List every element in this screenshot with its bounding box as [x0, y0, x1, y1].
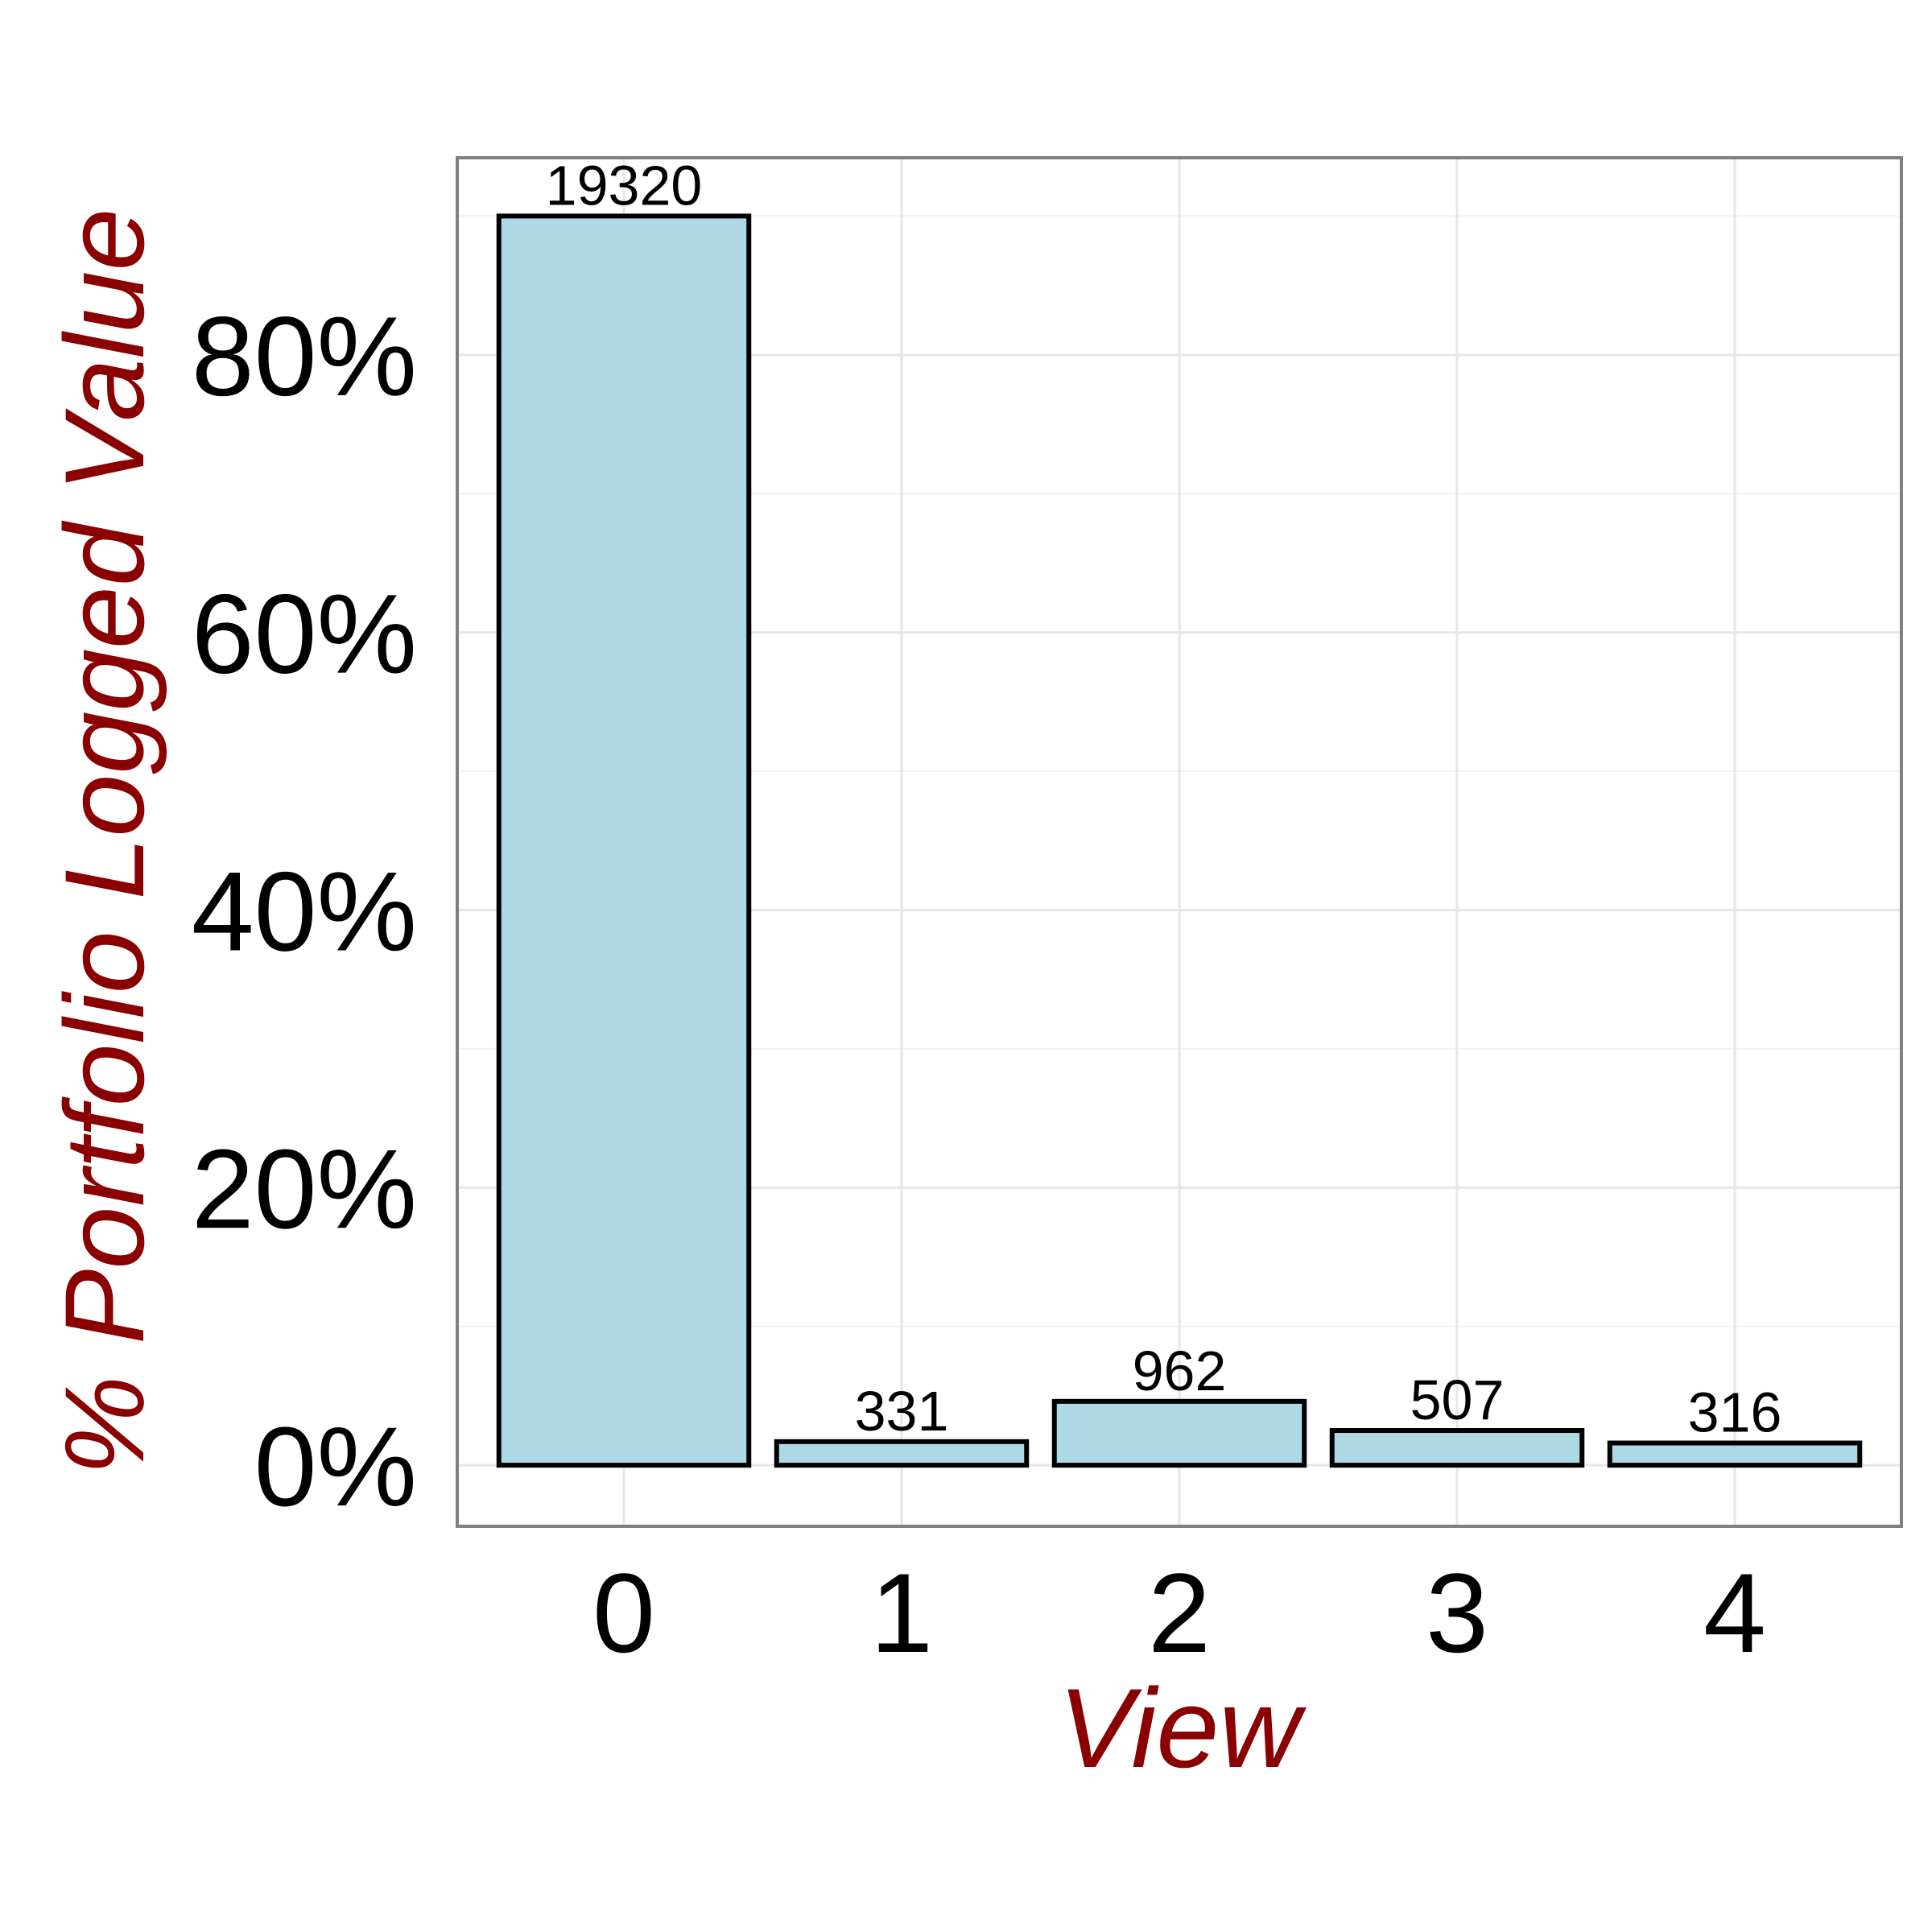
y-tick-label: 80%	[192, 293, 417, 419]
bar	[496, 213, 752, 1468]
y-tick-label: 0%	[254, 1403, 417, 1530]
data-label: 962	[1133, 1340, 1227, 1402]
bar	[1329, 1428, 1585, 1468]
data-labels: 19320 331 962 507 316	[546, 154, 1782, 1443]
y-tick-label: 60%	[192, 571, 417, 697]
y-tick-label: 40%	[192, 848, 417, 974]
bar	[1607, 1440, 1863, 1468]
bar	[774, 1439, 1030, 1468]
data-label: 19320	[546, 154, 703, 217]
x-tick-label: 0	[592, 1550, 655, 1676]
data-label: 507	[1410, 1368, 1505, 1431]
bar	[1051, 1398, 1307, 1468]
y-tick-labels: 0% 20% 40% 60% 80%	[192, 293, 417, 1530]
x-tick-label: 4	[1703, 1550, 1766, 1676]
x-tick-labels: 0 1 2 3 4	[592, 1550, 1766, 1676]
panel-border	[456, 156, 1903, 1528]
x-tick-label: 2	[1148, 1550, 1211, 1676]
bars	[496, 213, 1863, 1468]
data-label: 331	[855, 1380, 949, 1443]
data-label: 316	[1688, 1381, 1782, 1444]
x-axis-title: View	[1059, 1665, 1307, 1791]
y-tick-label: 20%	[192, 1125, 417, 1252]
x-tick-label: 3	[1426, 1550, 1488, 1676]
y-axis-title: % Portfolio Logged Value	[41, 208, 167, 1476]
x-tick-label: 1	[870, 1550, 933, 1676]
